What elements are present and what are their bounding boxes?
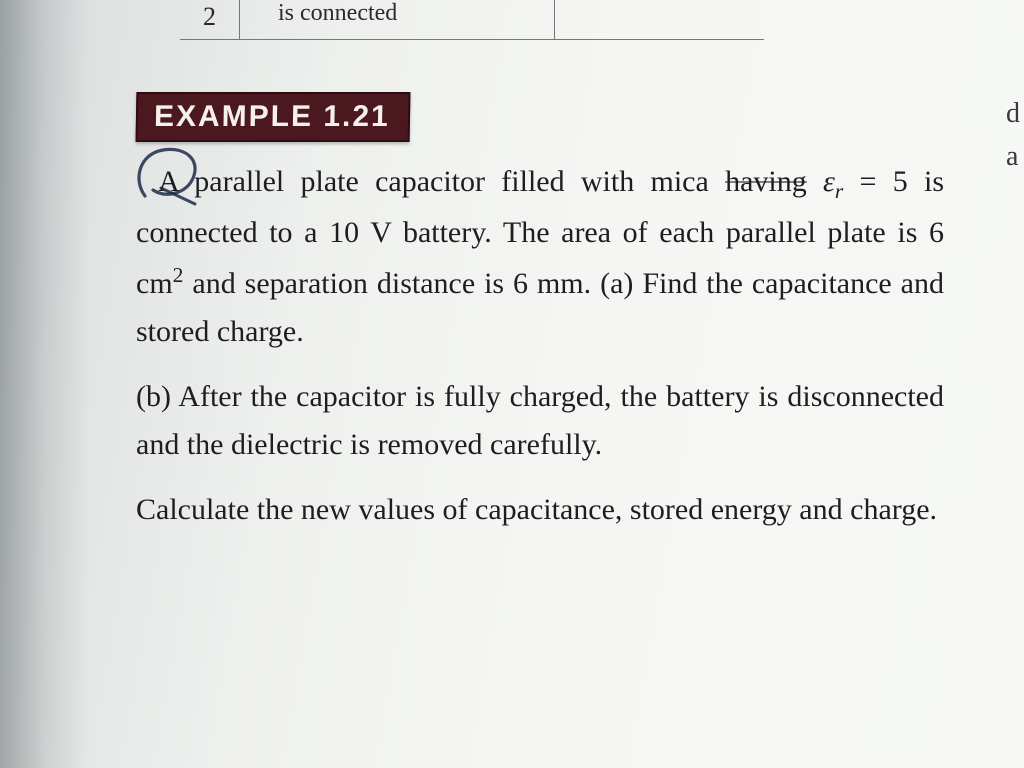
example-heading-badge: EXAMPLE 1.21: [136, 92, 411, 142]
epsilon-symbol: ε: [823, 165, 835, 198]
para1-lead: A parallel plate capacitor filled with m…: [158, 165, 709, 198]
cropped-letter: d: [1006, 92, 1020, 135]
table-cell-right: [554, 0, 764, 40]
cropped-right-column: d a: [1006, 92, 1020, 179]
area-superscript: 2: [173, 263, 184, 287]
textbook-page: 2 is connected d a EXAMPLE 1.21 A parall…: [0, 0, 1024, 768]
table-row-fragment: 2 is connected: [180, 0, 764, 54]
para1-tail: and separation distance is 6 mm. (a) Fin…: [136, 267, 944, 349]
para1-struck-word: having: [725, 165, 807, 198]
example-body: A parallel plate capacitor filled with m…: [136, 158, 944, 541]
table-cell-text: is connected: [240, 0, 554, 40]
table-cell-number: 2: [180, 0, 240, 40]
epsilon-subscript: r: [835, 179, 843, 203]
table-bottom-rule: [180, 39, 764, 40]
example-paragraph-b: (b) After the capacitor is fully charged…: [136, 373, 944, 470]
page-gutter-shadow: [0, 0, 90, 768]
cropped-letter: a: [1006, 135, 1020, 178]
example-paragraph-c: Calculate the new values of capacitance,…: [136, 486, 944, 535]
example-paragraph-a: A parallel plate capacitor filled with m…: [136, 158, 944, 357]
